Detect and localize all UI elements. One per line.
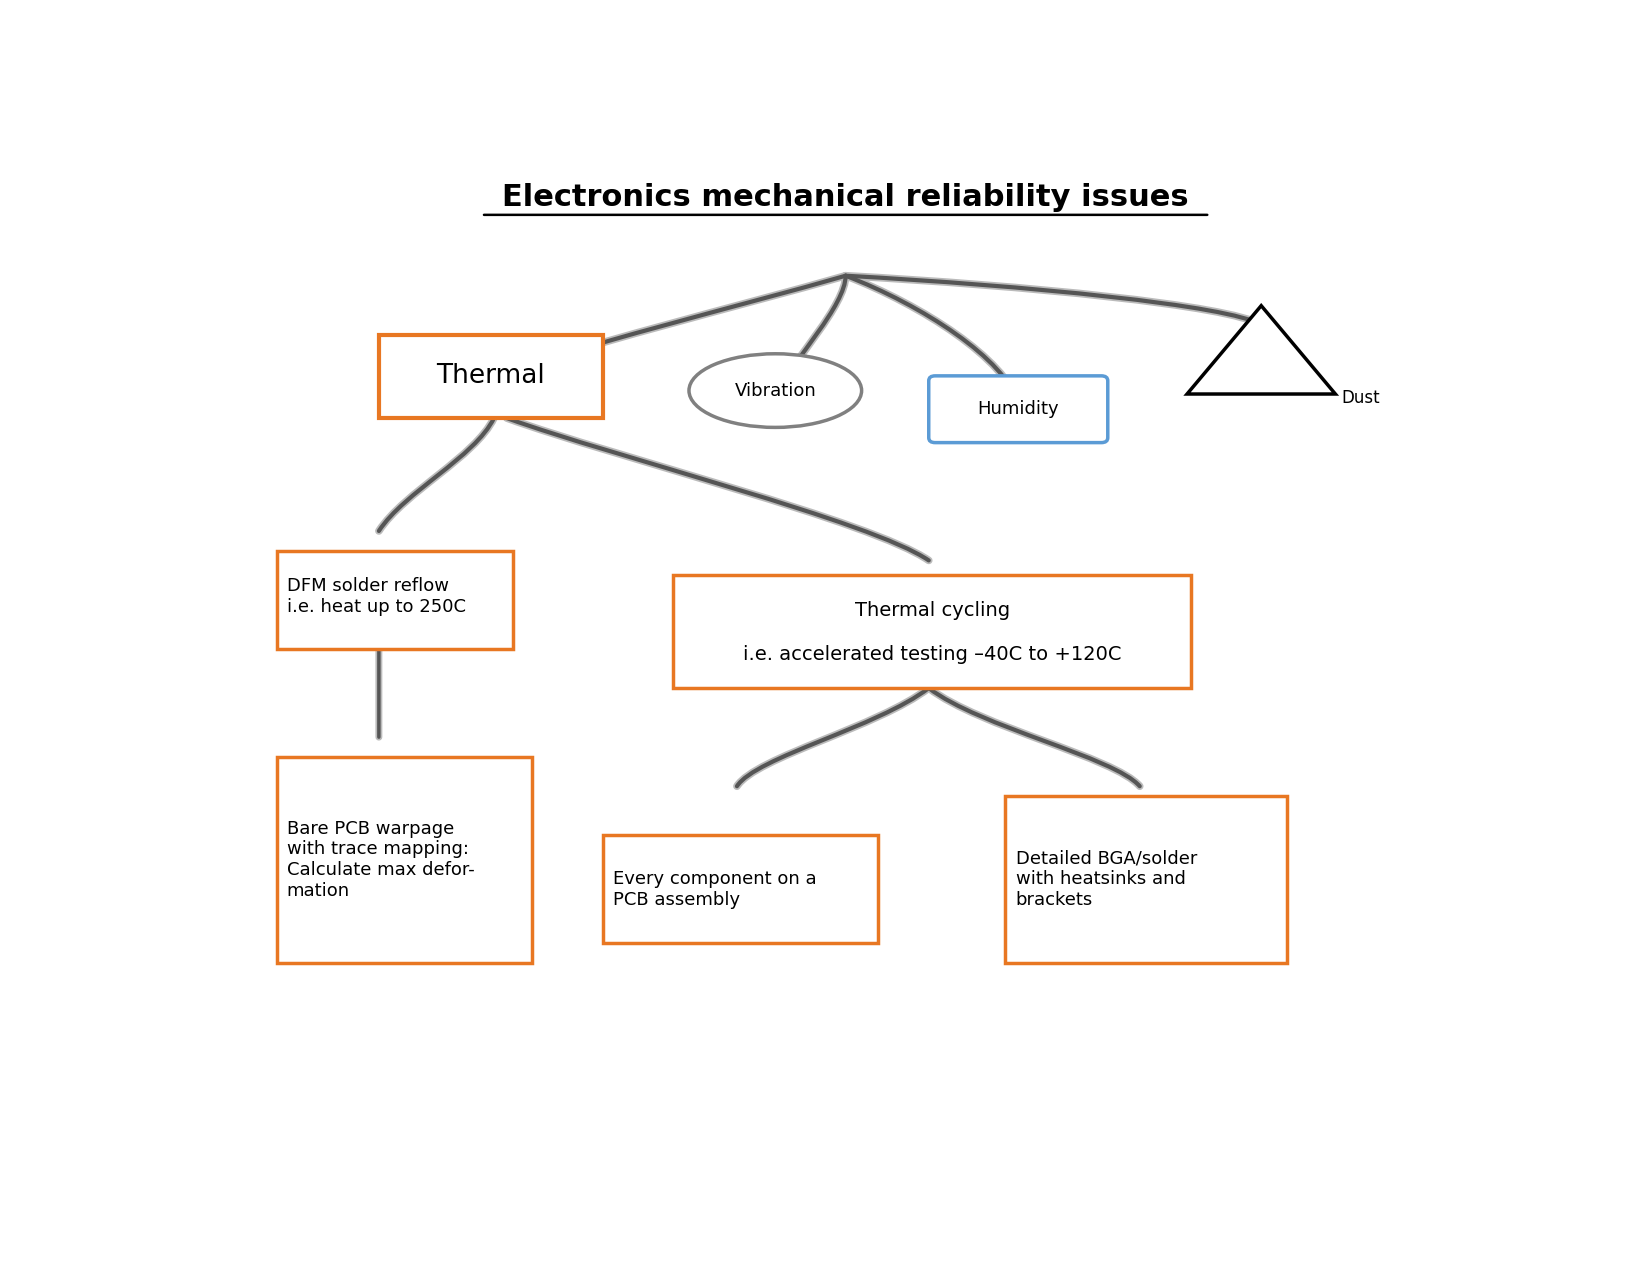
Polygon shape — [1186, 306, 1335, 394]
FancyBboxPatch shape — [673, 575, 1191, 688]
FancyBboxPatch shape — [1005, 796, 1287, 963]
FancyBboxPatch shape — [602, 835, 878, 944]
Text: Thermal: Thermal — [436, 363, 544, 389]
Text: Vibration: Vibration — [734, 381, 817, 399]
Text: DFM solder reflow
i.e. heat up to 250C: DFM solder reflow i.e. heat up to 250C — [287, 578, 465, 616]
Text: Thermal cycling

i.e. accelerated testing –40C to +120C: Thermal cycling i.e. accelerated testing… — [744, 601, 1122, 663]
FancyBboxPatch shape — [380, 334, 602, 418]
Text: Detailed BGA/solder
with heatsinks and
brackets: Detailed BGA/solder with heatsinks and b… — [1016, 849, 1196, 909]
FancyBboxPatch shape — [929, 376, 1107, 442]
Text: Humidity: Humidity — [977, 400, 1059, 418]
Text: Dust: Dust — [1341, 389, 1381, 407]
Text: Electronics mechanical reliability issues: Electronics mechanical reliability issue… — [502, 182, 1190, 212]
Text: Every component on a
PCB assembly: Every component on a PCB assembly — [612, 870, 817, 909]
FancyBboxPatch shape — [277, 757, 533, 963]
Text: Bare PCB warpage
with trace mapping:
Calculate max defor-
mation: Bare PCB warpage with trace mapping: Cal… — [287, 820, 475, 900]
Ellipse shape — [690, 353, 861, 427]
FancyBboxPatch shape — [277, 551, 513, 649]
